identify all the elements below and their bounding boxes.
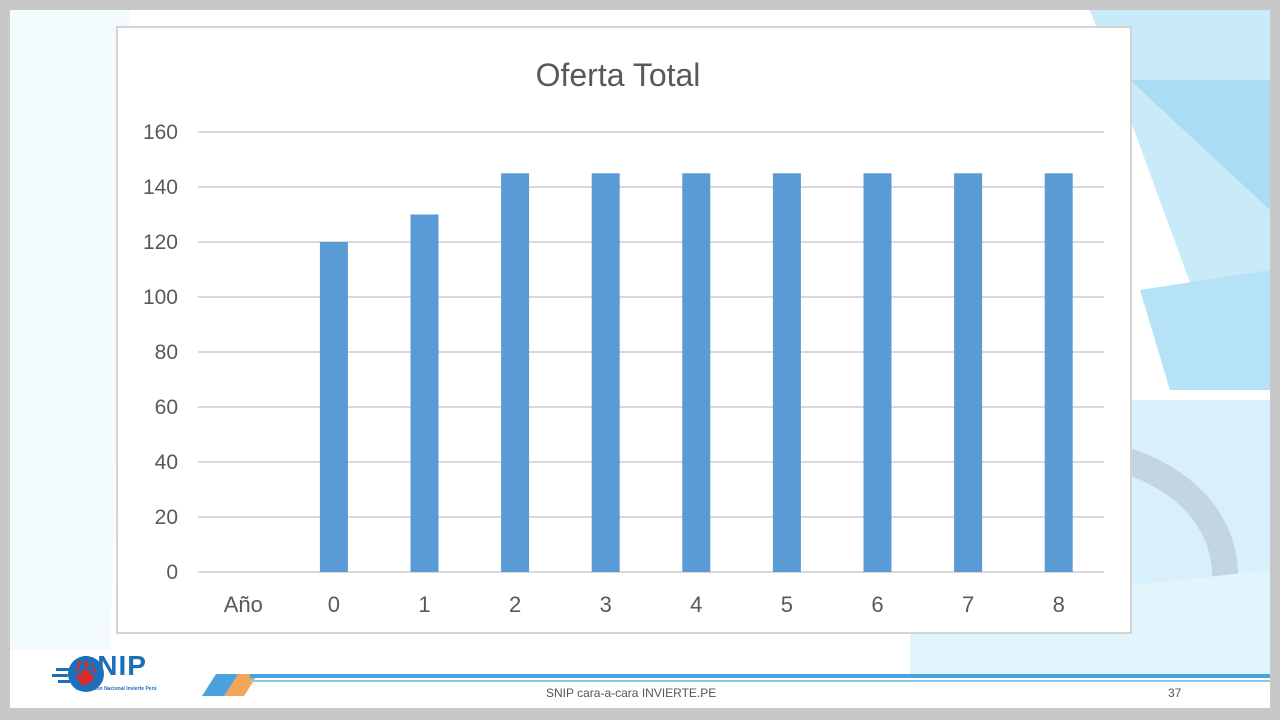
chart: Oferta Total 0 20 40 60 80 100 120 140 160 Año 0 1… — [143, 57, 1104, 617]
page-number: 37 — [1168, 686, 1182, 700]
y-tick-label: 140 — [143, 176, 178, 199]
footer-bar — [10, 674, 1270, 708]
y-tick-label: 160 — [143, 121, 178, 144]
x-tick-label: 6 — [871, 592, 883, 617]
peru-map-icon — [52, 656, 104, 692]
x-tick-label: 2 — [509, 592, 521, 617]
bar-5 — [772, 173, 801, 572]
y-tick-label: 60 — [155, 396, 178, 419]
x-tick-label: 0 — [328, 592, 340, 617]
bar-3 — [591, 173, 620, 572]
y-axis-ticks: 0 20 40 60 80 100 120 140 160 — [143, 121, 178, 584]
chart-title: Oferta Total — [536, 57, 701, 93]
chart-frame: Oferta Total 0 20 40 60 80 100 120 140 160 Año 0 1… — [116, 26, 1132, 634]
y-tick-label: 120 — [143, 231, 178, 254]
x-tick-label: 3 — [600, 592, 612, 617]
y-tick-label: 20 — [155, 506, 178, 529]
logo-subtitle: Asociación Nacional Invierte Perú — [76, 686, 157, 692]
x-axis-ticks: Año 0 1 2 3 4 5 6 7 8 — [224, 592, 1065, 617]
x-tick-label: 4 — [690, 592, 702, 617]
bar-7 — [954, 173, 983, 572]
y-tick-label: 80 — [155, 341, 178, 364]
x-tick-label: 1 — [418, 592, 430, 617]
anip-logo — [52, 650, 192, 700]
x-tick-label: 8 — [1053, 592, 1065, 617]
bar-4 — [682, 173, 711, 572]
bar-1 — [410, 214, 439, 572]
bar-0 — [319, 242, 348, 572]
footer-stripes — [202, 674, 1270, 696]
bar-2 — [501, 173, 530, 572]
x-tick-label: Año — [224, 592, 263, 617]
x-tick-label: 5 — [781, 592, 793, 617]
gridlines — [198, 131, 1104, 573]
bar-8 — [1044, 173, 1073, 572]
x-tick-label: 7 — [962, 592, 974, 617]
y-tick-label: 0 — [166, 561, 178, 584]
bar-6 — [863, 173, 892, 572]
logo-wordmark: ANIP — [76, 650, 147, 681]
slide: Oferta Total 0 20 40 60 80 100 120 140 160 Año 0 1… — [10, 10, 1270, 708]
bars — [319, 173, 1073, 572]
footer-text: SNIP cara-a-cara INVIERTE.PE — [546, 686, 717, 700]
y-tick-label: 40 — [155, 451, 178, 474]
y-tick-label: 100 — [143, 286, 178, 309]
